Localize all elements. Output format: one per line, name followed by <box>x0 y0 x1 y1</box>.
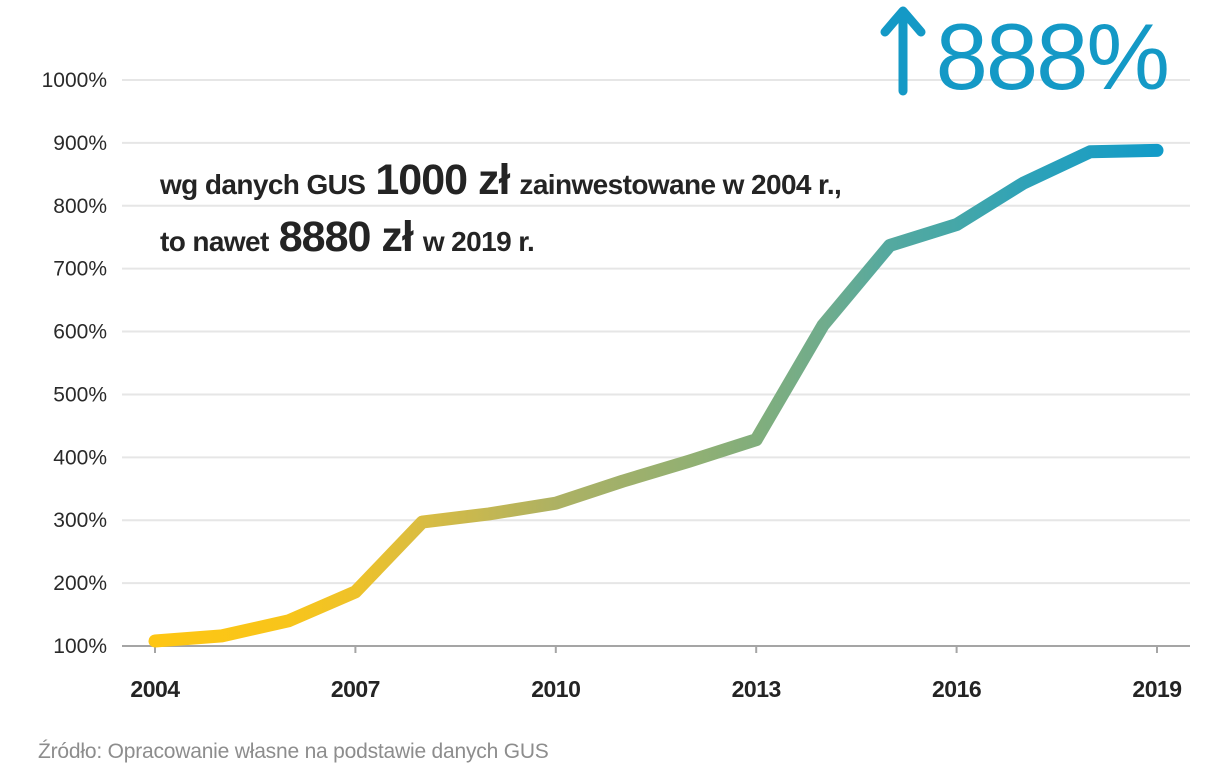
headline-text: zainwestowane w 2004 r., <box>519 169 842 200</box>
y-axis-labels: 100% 200% 300% 400% 500% 600% 700% 800% 900% 1000… <box>42 69 107 658</box>
headline-text: w 2019 r. <box>422 226 535 257</box>
y-tick-label: 1000% <box>42 69 107 92</box>
y-tick-label: 100% <box>53 635 107 658</box>
y-tick-label: 500% <box>53 383 107 406</box>
source-note: Źródło: Opracowanie własne na podstawie … <box>38 740 549 763</box>
x-tick-label: 2010 <box>531 676 580 702</box>
y-tick-label: 800% <box>53 195 107 218</box>
headline-amount-result: 8880 zł <box>278 213 414 261</box>
y-tick-label: 900% <box>53 132 107 155</box>
x-tick-label: 2016 <box>932 676 981 702</box>
y-tick-label: 600% <box>53 321 107 344</box>
growth-indicator: 888% <box>880 4 1170 109</box>
headline-text: to nawet <box>160 226 269 257</box>
x-tick-label: 2013 <box>732 676 781 702</box>
growth-line <box>148 143 1164 648</box>
gridlines <box>122 79 1190 585</box>
x-axis-labels: 2004 2007 2010 2013 2016 2019 <box>130 676 1182 702</box>
headline-line-1: wg danych GUS 1000 zł zainwestowane w 20… <box>160 156 842 213</box>
headline-amount-invested: 1000 zł <box>375 156 510 204</box>
growth-value: 888% <box>935 4 1170 109</box>
x-tick-label: 2004 <box>130 676 180 702</box>
headline-text: wg danych GUS <box>160 169 366 200</box>
headline-line-2: to nawet 8880 zł w 2019 r. <box>160 213 841 270</box>
x-tick-label: 2019 <box>1132 676 1181 702</box>
y-tick-label: 200% <box>53 572 107 595</box>
headline-annotation: wg danych GUS 1000 zł zainwestowane w 20… <box>160 156 842 270</box>
up-arrow-icon <box>880 4 926 96</box>
y-tick-label: 700% <box>53 258 107 281</box>
x-axis <box>122 645 1190 653</box>
y-tick-label: 400% <box>53 446 107 469</box>
y-tick-label: 300% <box>53 509 107 532</box>
x-tick-label: 2007 <box>331 676 380 702</box>
